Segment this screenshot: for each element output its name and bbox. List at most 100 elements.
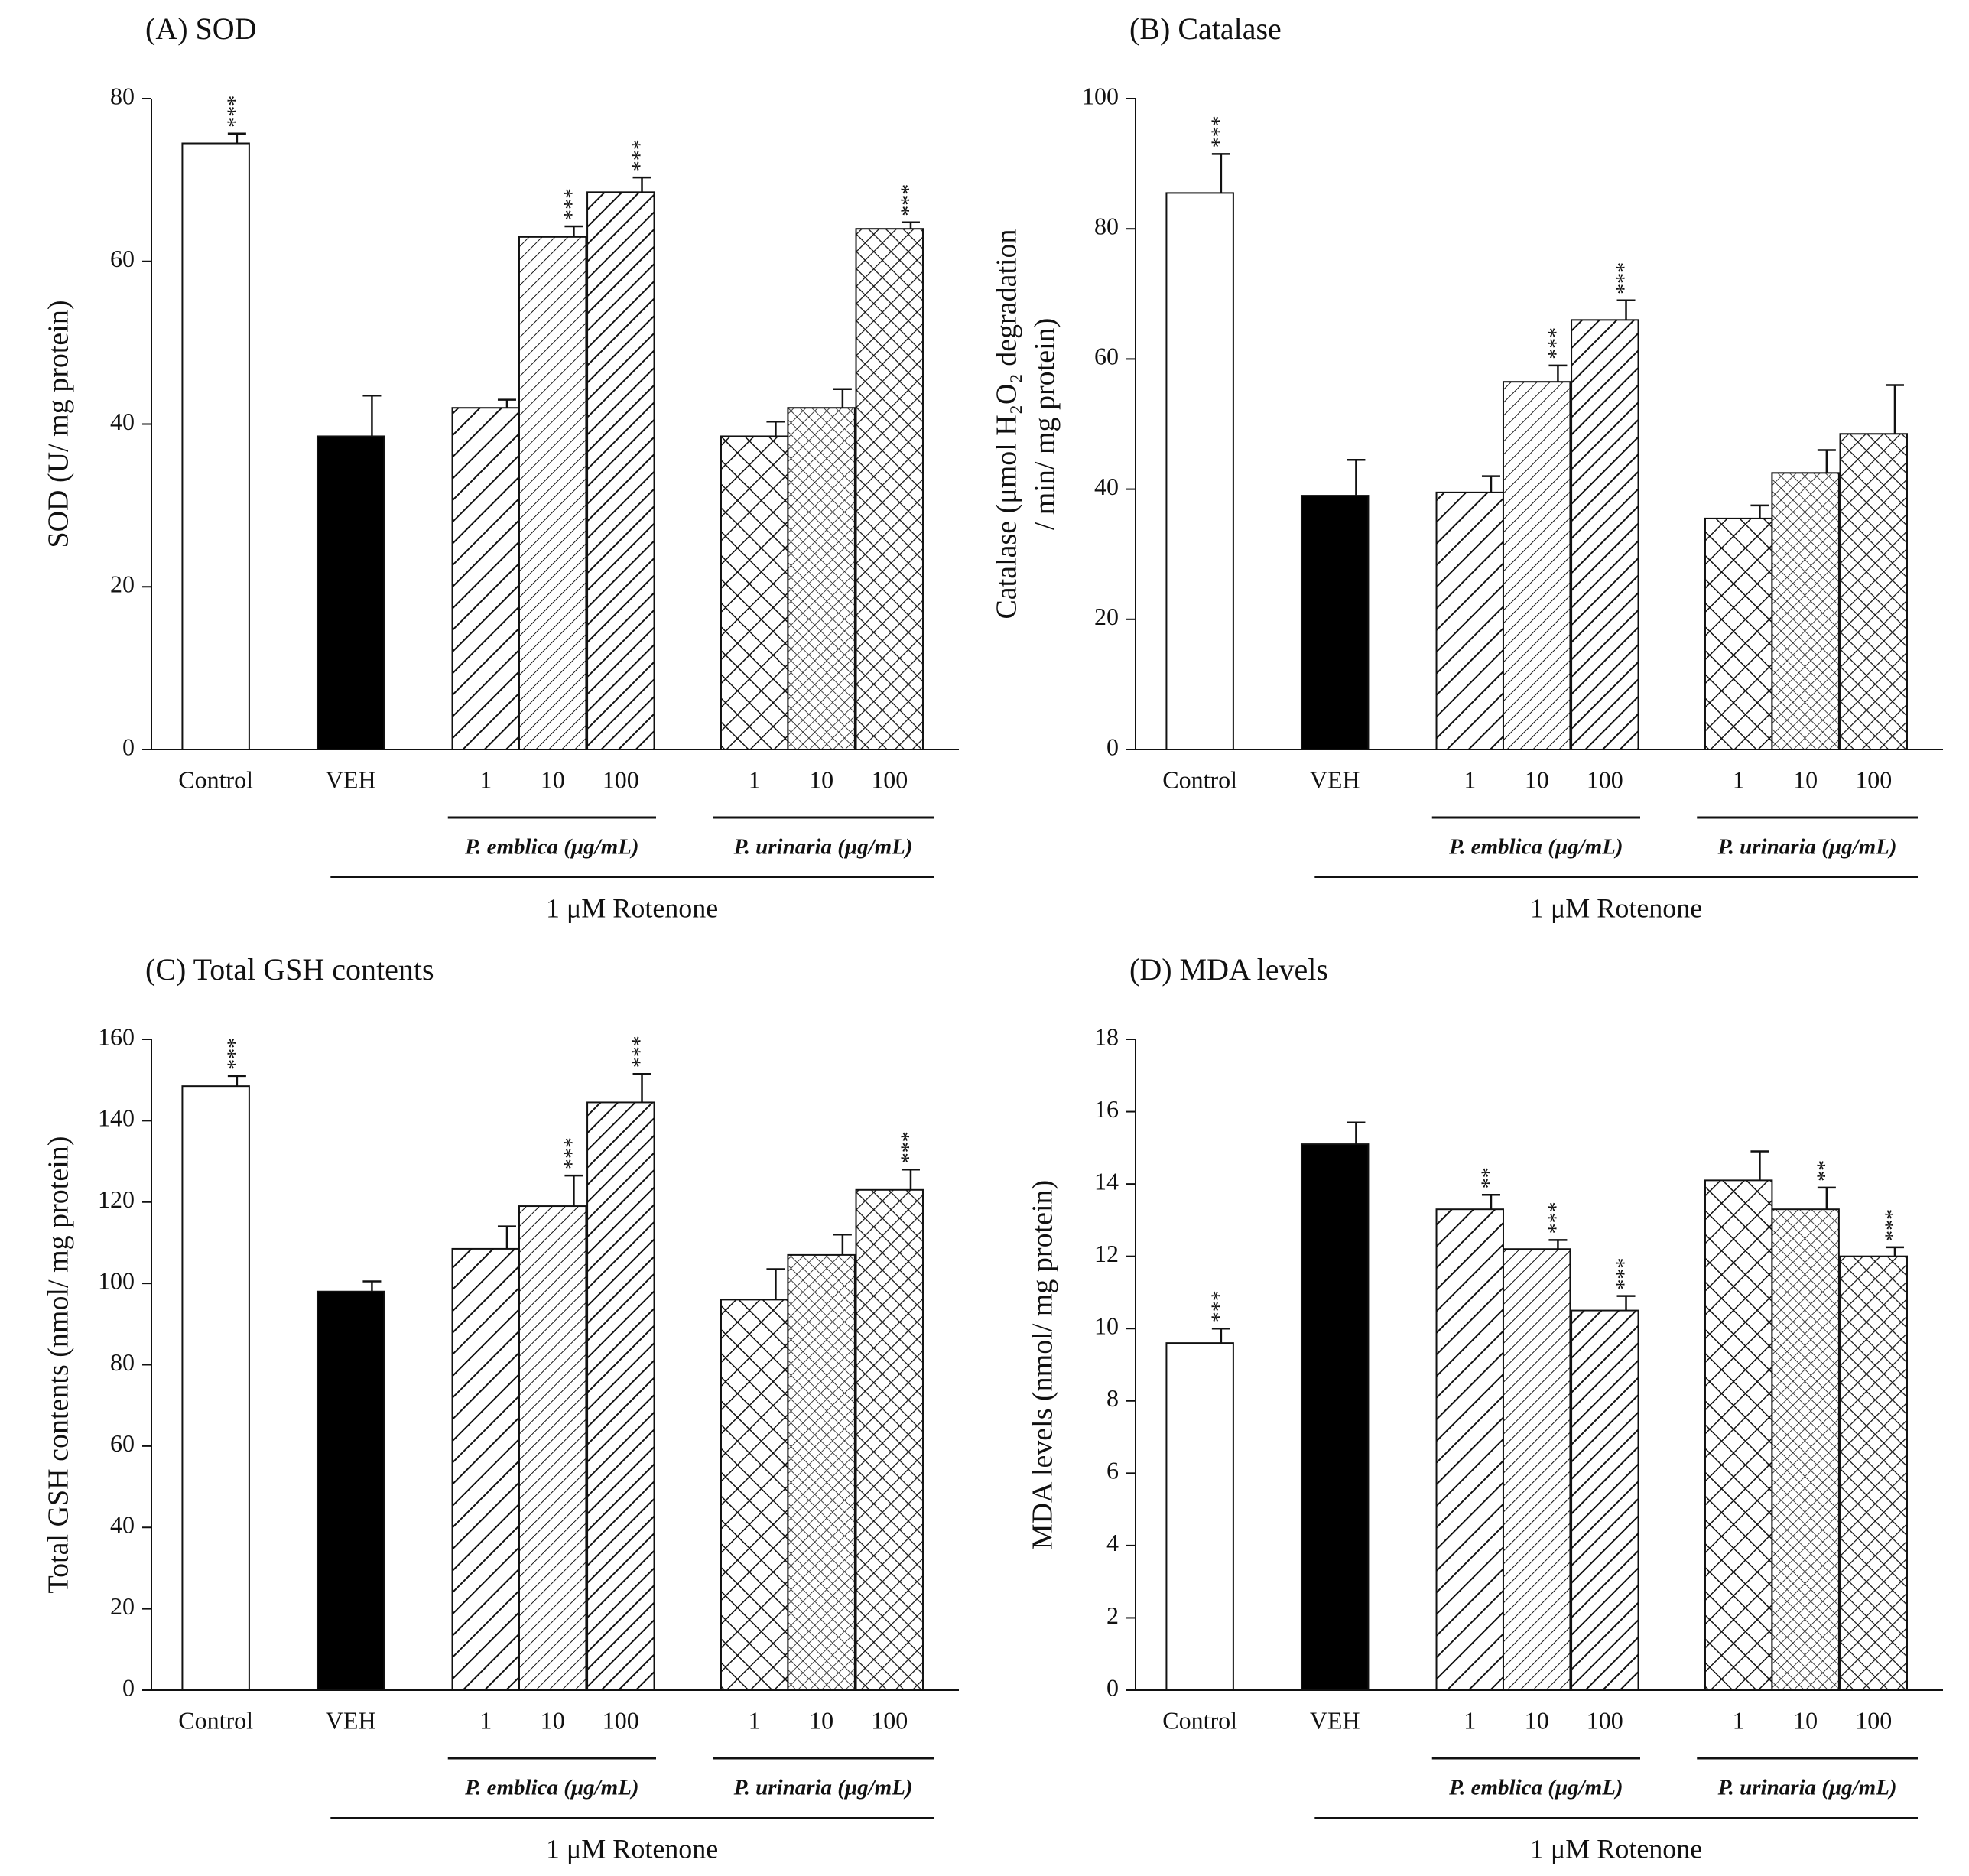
error-bar — [564, 1174, 583, 1207]
bar — [1165, 1342, 1234, 1692]
x-tick-label: 10 — [1525, 766, 1549, 793]
x-tick-label: 1 — [1733, 766, 1745, 793]
bracket-label: 1 μM Rotenone — [546, 892, 718, 923]
error-bar — [1885, 384, 1904, 434]
group-label: P. urinaria (μg/mL) — [733, 835, 913, 860]
bar — [855, 1188, 924, 1691]
significance-label: ** — [1813, 1160, 1837, 1182]
bar — [586, 1101, 655, 1692]
chart-panel: (C) Total GSH contents Total GSH contents… — [43, 952, 959, 1864]
group-label: P. emblica (μg/mL) — [464, 1776, 638, 1800]
y-tick-label: 100 — [98, 1266, 135, 1294]
y-tick-label: 12 — [1094, 1240, 1119, 1267]
chart-panel: (A) SOD SOD (U/ mg protein) 0 20 40 60 80 *** Co… — [43, 11, 959, 923]
bar — [1839, 433, 1908, 750]
significance-label: *** — [1207, 1290, 1231, 1322]
y-tick-label: 60 — [1094, 343, 1119, 370]
y-tick-label: 80 — [1094, 213, 1119, 240]
error-bar — [362, 1280, 382, 1292]
significance-label: *** — [560, 188, 584, 220]
significance-label: *** — [223, 1038, 247, 1070]
bar — [787, 1253, 856, 1691]
bar — [586, 191, 655, 751]
bar — [1435, 491, 1504, 750]
error-bar — [766, 1268, 785, 1300]
bar — [518, 1205, 587, 1692]
error-bar — [1885, 1246, 1904, 1257]
error-bar — [1347, 459, 1366, 496]
error-bar — [497, 1225, 516, 1249]
significance-label: ** — [1477, 1167, 1501, 1188]
x-tick-label: Control — [1162, 766, 1237, 793]
significance-label: *** — [560, 1137, 584, 1169]
error-bar — [1750, 504, 1769, 519]
error-bar — [1548, 1239, 1568, 1250]
x-tick-label: 10 — [809, 766, 833, 793]
group-label: P. emblica (μg/mL) — [1448, 835, 1623, 860]
x-tick-label: Control — [178, 766, 253, 793]
panel-title: (A) SOD — [145, 11, 257, 46]
x-tick-label: 1 — [749, 1706, 761, 1734]
bar — [1704, 517, 1773, 751]
error-bar — [362, 395, 382, 437]
x-tick-label: 100 — [1855, 1706, 1892, 1734]
error-bar — [1616, 299, 1636, 320]
bar — [181, 1085, 250, 1691]
x-tick-label: 100 — [1587, 1706, 1623, 1734]
y-tick-label: 40 — [1094, 473, 1119, 500]
x-tick-label: 1 — [1733, 1706, 1745, 1734]
x-tick-label: 1 — [1464, 766, 1476, 793]
y-tick-label: 10 — [1094, 1312, 1119, 1340]
y-tick-label: 0 — [1106, 733, 1119, 760]
bar — [1502, 381, 1571, 750]
y-tick-label: 0 — [1106, 1673, 1119, 1701]
error-bar — [227, 132, 246, 144]
error-bar — [766, 421, 785, 437]
y-axis-label: Catalase (μmol H₂O₂ degradation — [991, 229, 1023, 619]
y-tick-label: 4 — [1106, 1529, 1119, 1556]
y-tick-label: 80 — [110, 1348, 135, 1376]
bar — [316, 435, 385, 750]
bar — [1771, 472, 1840, 750]
y-tick-label: 0 — [122, 733, 135, 760]
panel-title: (B) Catalase — [1129, 11, 1282, 46]
significance-label: *** — [1545, 1201, 1568, 1234]
x-tick-label: VEH — [1310, 766, 1360, 793]
significance-label: *** — [223, 96, 247, 128]
y-tick-label: 80 — [110, 82, 135, 109]
y-tick-label: 140 — [98, 1104, 135, 1132]
y-tick-label: 18 — [1094, 1023, 1119, 1050]
error-bar — [497, 398, 516, 408]
error-bar — [227, 1075, 246, 1087]
bar — [1435, 1208, 1504, 1691]
error-bar — [632, 1072, 651, 1103]
error-bar — [1481, 1194, 1500, 1210]
error-bar — [901, 1168, 920, 1190]
y-tick-label: 8 — [1106, 1384, 1119, 1412]
bar — [181, 142, 250, 751]
bar — [1771, 1208, 1840, 1691]
bar — [1839, 1255, 1908, 1691]
x-tick-label: 10 — [541, 766, 565, 793]
error-bar — [833, 1234, 852, 1255]
y-tick-label: 0 — [122, 1673, 135, 1701]
bar — [720, 435, 789, 750]
y-axis-label: / min/ mg protein) — [1029, 318, 1061, 531]
x-tick-label: 100 — [871, 766, 908, 793]
error-bar — [901, 221, 920, 229]
x-tick-label: 100 — [1587, 766, 1623, 793]
x-tick-label: 1 — [749, 766, 761, 793]
x-tick-label: 100 — [871, 1706, 908, 1734]
group-label: P. emblica (μg/mL) — [464, 835, 638, 860]
x-tick-label: 100 — [603, 766, 639, 793]
x-tick-label: Control — [178, 1706, 253, 1734]
bar — [855, 228, 924, 750]
x-tick-label: 10 — [1793, 766, 1818, 793]
significance-label: *** — [1613, 262, 1636, 294]
error-bar — [1211, 153, 1230, 193]
bar — [1571, 1309, 1639, 1691]
y-axis-label: Total GSH contents (nmol/ mg protein) — [43, 1136, 75, 1594]
x-tick-label: VEH — [326, 1706, 376, 1734]
x-tick-label: VEH — [326, 766, 376, 793]
